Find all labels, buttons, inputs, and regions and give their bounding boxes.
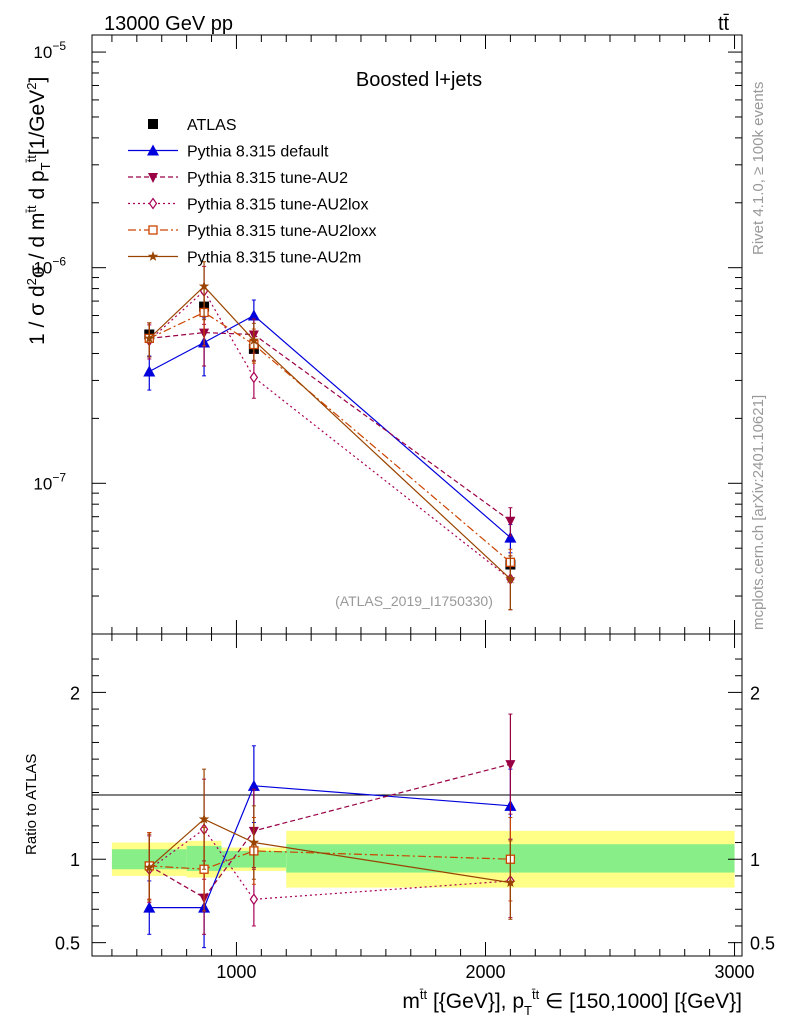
ratio-line (149, 850, 511, 870)
series-line (149, 331, 511, 522)
energy-label: 13000 GeV pp (104, 13, 233, 35)
series-pythia-8-315-tune-au2lox (145, 265, 515, 611)
ratio-series-pythia-8-315-tune-au2 (144, 713, 516, 935)
y-tick-label: 10−6 (33, 255, 66, 278)
series-line (148, 289, 511, 580)
legend-marker (148, 197, 158, 210)
main-plot-panel: 10−7 10−6 10−5 Boosted l+jets (ATLAS_2019_… (24, 34, 743, 635)
data-point (504, 531, 517, 543)
legend-label: ATLAS (187, 117, 237, 134)
y-tick-label: 10−5 (33, 39, 66, 62)
series-pythia-8-315-tune-au2m (144, 261, 516, 611)
ratio-line (148, 818, 511, 884)
ratio-point (249, 893, 259, 906)
ratio-series-group (143, 713, 517, 949)
ratio-series-pythia-8-315-tune-au2m (144, 768, 516, 920)
series-line (149, 314, 511, 539)
watermark-label: (ATLAS_2019_I1750330) (335, 593, 493, 609)
legend-label: Pythia 8.315 tune-AU2lox (187, 197, 368, 214)
main-ylabel: 1 / σ d2σ / d mt̄t d pTt̄t[1/GeV2] (24, 77, 53, 345)
ratio-ylabel: Ratio to ATLAS (23, 754, 40, 855)
series-pythia-8-315-tune-au2 (144, 307, 516, 537)
process-label: tt̄ (718, 13, 730, 35)
data-point (143, 365, 156, 377)
data-point (505, 516, 516, 527)
legend-label: Pythia 8.315 default (187, 144, 329, 161)
ratio-y-tick-label: 0.5 (55, 934, 80, 954)
ratio-point (248, 837, 260, 847)
ratio-y-tick-label: 2 (70, 683, 80, 703)
x-axis-label: mt̄t [{GeV}], pTt̄t ∈ [150,1000] [{GeV}] (402, 987, 742, 1018)
ratio-point (247, 779, 260, 791)
x-tick-label: 3000 (715, 962, 755, 982)
data-point (144, 332, 155, 343)
series-line (148, 285, 511, 580)
data-point (198, 280, 210, 291)
ratio-point (505, 760, 516, 771)
mcplots-label: mcplots.cern.ch [arXiv:2401.10621] (750, 395, 767, 630)
data-point (505, 573, 516, 584)
y-tick-label: 10−7 (33, 470, 66, 493)
ratio-axis-ticks: 0.5 0.5 1 1 2 2 1000 2000 3000 (55, 634, 775, 982)
ratio-y-tick-label-right: 1 (750, 850, 760, 870)
series-atlas (144, 299, 516, 579)
main-title: Boosted l+jets (356, 69, 482, 91)
legend-label: Pythia 8.315 tune-AU2 (187, 170, 348, 187)
ratio-plot-panel: 0.5 0.5 1 1 2 2 1000 2000 3000 Ratio to ATLAS (23, 633, 775, 982)
series-line (149, 311, 511, 563)
x-tick-label: 1000 (216, 962, 256, 982)
ratio-point (505, 877, 516, 887)
ratio-y-tick-label: 1 (70, 850, 80, 870)
legend-label: Pythia 8.315 tune-AU2m (187, 250, 361, 267)
ratio-point (144, 862, 155, 872)
legend-marker (147, 251, 159, 261)
legend-marker (147, 144, 159, 156)
rivet-label: Rivet 4.1.0, ≥ 100k events (750, 82, 767, 255)
series-pythia-8-315-default (143, 299, 517, 554)
ratio-y-tick-label-right: 2 (750, 683, 760, 703)
data-point (247, 309, 260, 321)
ratio-point (143, 901, 156, 913)
main-axis-ticks: 10−7 10−6 10−5 (33, 35, 742, 635)
ratio-line (148, 828, 511, 900)
data-point (248, 334, 260, 345)
legend-label: Pythia 8.315 tune-AU2loxx (187, 223, 376, 240)
legend-marker (148, 173, 158, 183)
x-tick-label: 2000 (465, 962, 505, 982)
legend-marker (148, 225, 158, 235)
ratio-line (149, 785, 511, 909)
ratio-y-tick-label-right: 0.5 (750, 934, 775, 954)
legend: ATLAS Pythia 8.315 default Pythia 8.315 tu… (128, 117, 376, 267)
ratio-point (198, 813, 210, 824)
data-point (249, 371, 259, 384)
legend-marker (148, 119, 158, 129)
main-series-group (143, 261, 517, 611)
